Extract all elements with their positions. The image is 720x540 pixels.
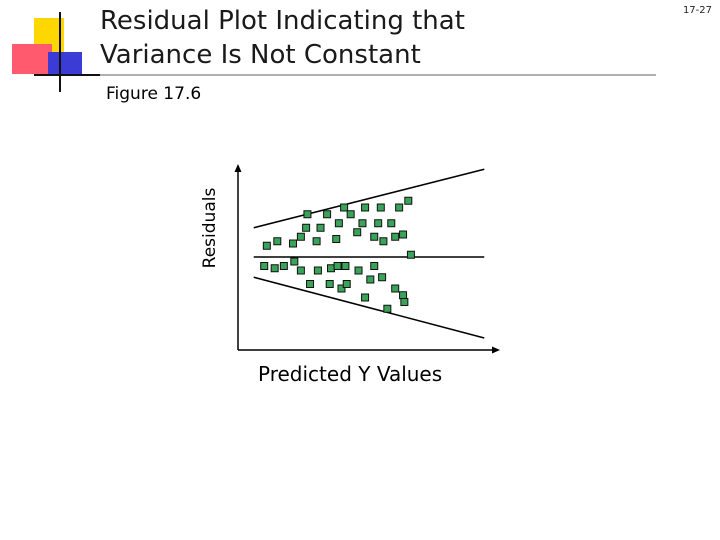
slide-number: 17-27 <box>682 5 712 16</box>
data-point <box>273 237 282 246</box>
data-point <box>303 210 312 219</box>
data-point <box>391 232 400 241</box>
data-point <box>353 228 362 237</box>
deco-vertical-rule <box>59 12 61 92</box>
data-point <box>289 239 298 248</box>
data-point <box>399 291 408 300</box>
data-point <box>337 284 346 293</box>
data-point <box>306 280 315 288</box>
data-point <box>361 203 370 212</box>
data-point <box>376 203 385 212</box>
data-point <box>279 262 288 270</box>
data-point <box>302 223 311 232</box>
y-axis-arrowhead <box>234 164 242 172</box>
data-point <box>391 284 400 293</box>
data-point <box>270 264 279 273</box>
data-point <box>333 262 342 270</box>
figure-caption: Figure 17.6 <box>106 84 202 104</box>
data-point <box>312 237 321 246</box>
data-point <box>342 280 351 288</box>
data-point <box>290 257 299 266</box>
data-point <box>262 241 271 250</box>
title-underline <box>100 74 656 76</box>
data-points <box>260 196 415 313</box>
data-point <box>379 237 388 246</box>
data-point <box>358 219 367 228</box>
data-point <box>406 250 415 259</box>
x-axis-label: Predicted Y Values <box>258 362 443 386</box>
data-point <box>404 196 413 205</box>
data-point <box>296 266 305 275</box>
slide-title-line-2: Variance Is Not Constant <box>100 40 421 70</box>
data-point <box>374 219 383 228</box>
deco-red-square <box>12 44 52 74</box>
data-point <box>387 219 396 228</box>
data-point <box>341 262 350 270</box>
data-point <box>316 223 325 232</box>
data-point <box>354 266 363 275</box>
x-axis-arrowhead <box>492 346 500 354</box>
data-point <box>296 232 305 241</box>
funnel-upper-boundary <box>253 168 485 229</box>
data-point <box>323 210 332 219</box>
slide-title: Residual Plot Indicating that Variance I… <box>100 4 465 72</box>
slide-title-line-1: Residual Plot Indicating that <box>100 6 465 36</box>
data-point <box>399 230 408 239</box>
data-point <box>332 235 341 243</box>
y-axis-label: Residuals <box>200 187 220 269</box>
data-point <box>361 293 370 302</box>
funnel-lower-boundary <box>253 276 485 339</box>
data-point <box>346 210 355 219</box>
slide-decoration <box>12 12 656 92</box>
data-point <box>340 203 349 212</box>
deco-blue-square <box>48 52 82 76</box>
data-point <box>370 232 379 241</box>
data-point <box>378 273 387 282</box>
data-point <box>400 298 409 306</box>
data-point <box>383 304 392 313</box>
data-point <box>313 266 322 275</box>
data-point <box>334 219 343 228</box>
data-point <box>366 275 375 284</box>
data-point <box>370 262 379 270</box>
deco-horizontal-rule-dark <box>34 74 104 76</box>
data-point <box>395 203 404 212</box>
data-point <box>327 264 336 273</box>
data-point <box>260 262 269 270</box>
data-point <box>325 280 334 288</box>
